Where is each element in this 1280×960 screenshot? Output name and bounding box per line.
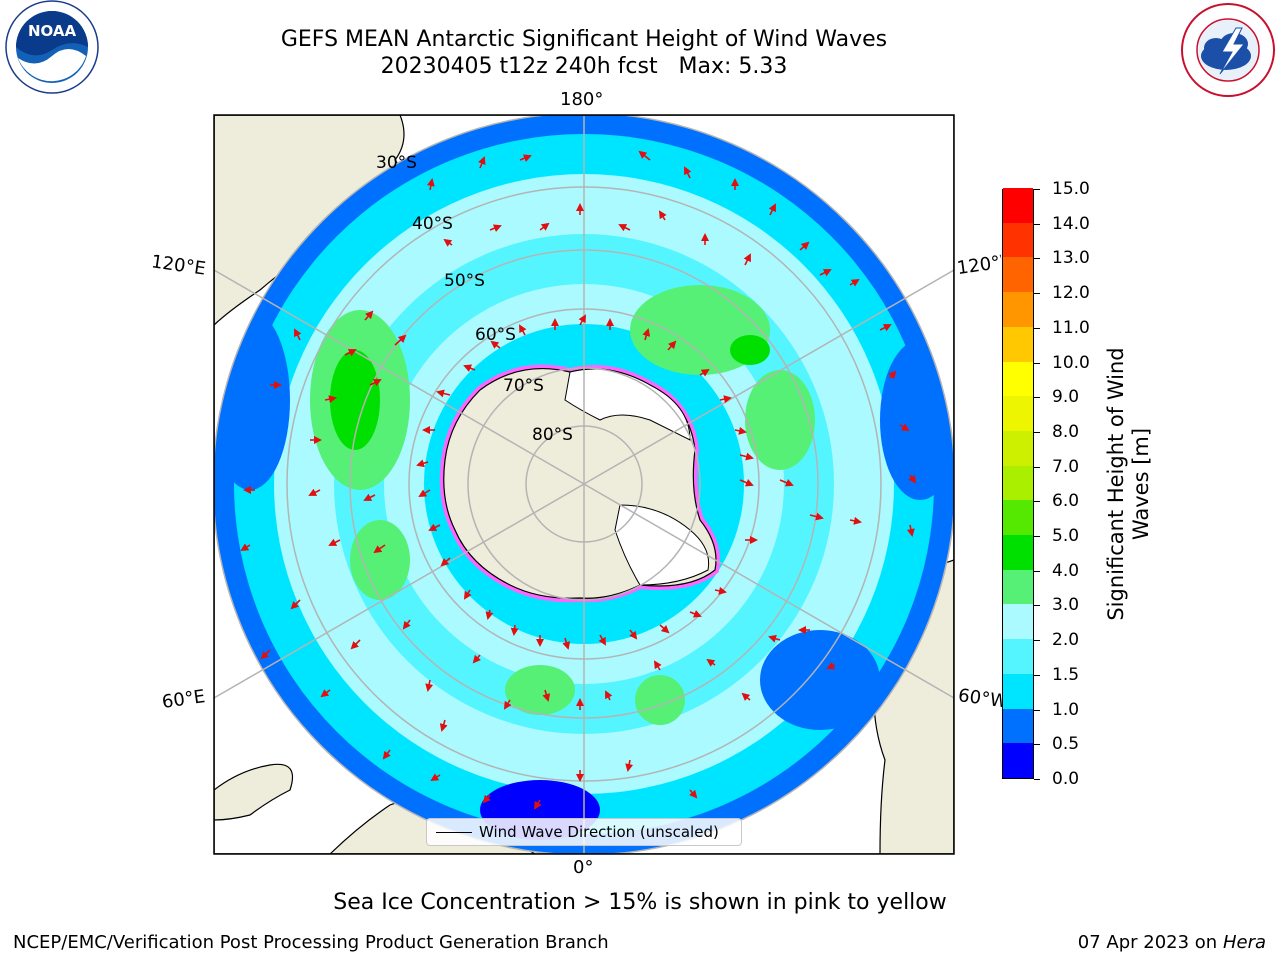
lat-label-70s: 70°S bbox=[503, 376, 544, 396]
noaa-logo: NOAA bbox=[5, 0, 99, 94]
longitude-grid bbox=[214, 115, 954, 854]
colorbar-segment bbox=[1003, 430, 1033, 466]
colorbar-tick-label: 6.0 bbox=[1052, 491, 1080, 512]
colorbar-tick bbox=[1034, 466, 1040, 468]
credit-date: 07 Apr 2023 on Hera bbox=[1078, 932, 1266, 954]
antarctica bbox=[439, 364, 720, 603]
credit-host: Hera bbox=[1222, 932, 1266, 953]
colorbar-tick-label: 13.0 bbox=[1052, 248, 1090, 269]
lat-label-40s: 40°S bbox=[412, 214, 453, 234]
colorbar-tick-label: 8.0 bbox=[1052, 421, 1080, 442]
colorbar-segment bbox=[1003, 361, 1033, 397]
colorbar-tick bbox=[1034, 258, 1040, 260]
colorbar-tick-label: 14.0 bbox=[1052, 213, 1090, 234]
colorbar-tick bbox=[1034, 709, 1040, 711]
colorbar-segment bbox=[1003, 187, 1033, 223]
lat-label-60s: 60°S bbox=[475, 325, 516, 345]
colorbar bbox=[1002, 187, 1034, 779]
colorbar-segment bbox=[1003, 465, 1033, 501]
legend-label: Wind Wave Direction (unscaled) bbox=[479, 823, 719, 841]
colorbar-tick-label: 7.0 bbox=[1052, 456, 1080, 477]
colorbar-tick-label: 4.0 bbox=[1052, 560, 1080, 581]
colorbar-segment bbox=[1003, 326, 1033, 362]
colorbar-tick-label: 10.0 bbox=[1052, 352, 1090, 373]
wind-wave-arrows bbox=[240, 150, 917, 810]
colorbar-title: Significant Height of Wind Waves [m] bbox=[1104, 304, 1154, 664]
map-subtitle: 20230405 t12z 240h fcst Max: 5.33 bbox=[380, 54, 788, 79]
colorbar-tick bbox=[1034, 674, 1040, 676]
colorbar-segment bbox=[1003, 256, 1033, 293]
colorbar-tick bbox=[1034, 779, 1040, 780]
colorbar-tick-label: 15.0 bbox=[1052, 179, 1090, 199]
colorbar-tick-label: 12.0 bbox=[1052, 283, 1090, 304]
sea-ice-note: Sea Ice Concentration > 15% is shown in … bbox=[333, 890, 947, 915]
lon-label-180: 180° bbox=[560, 89, 604, 110]
colorbar-tick bbox=[1034, 223, 1040, 225]
map-legend: Wind Wave Direction (unscaled) bbox=[426, 818, 742, 846]
colorbar-segment bbox=[1003, 569, 1033, 605]
colorbar-segment bbox=[1003, 673, 1033, 709]
nws-logo bbox=[1181, 3, 1275, 97]
colorbar-tick bbox=[1034, 536, 1040, 538]
colorbar-segment bbox=[1003, 291, 1033, 327]
colorbar-segment bbox=[1003, 395, 1033, 431]
colorbar-tick-label: 9.0 bbox=[1052, 387, 1080, 408]
colorbar-segment bbox=[1003, 499, 1033, 536]
colorbar-tick bbox=[1034, 293, 1040, 295]
colorbar-segment bbox=[1003, 222, 1033, 258]
colorbar-tick-label: 0.5 bbox=[1052, 734, 1080, 755]
colorbar-tick bbox=[1034, 501, 1040, 503]
noaa-logo-text: NOAA bbox=[28, 22, 77, 40]
lat-label-80s: 80°S bbox=[532, 425, 573, 445]
colorbar-tick bbox=[1034, 640, 1040, 642]
colorbar-segment bbox=[1003, 603, 1033, 640]
colorbar-tick bbox=[1034, 362, 1040, 364]
colorbar-tick bbox=[1034, 189, 1040, 190]
colorbar-segment bbox=[1003, 742, 1033, 778]
colorbar-tick-label: 3.0 bbox=[1052, 595, 1080, 616]
legend-line-sample bbox=[436, 832, 472, 833]
colorbar-title-line2: Waves [m] bbox=[1129, 427, 1153, 541]
lat-label-50s: 50°S bbox=[444, 271, 485, 291]
colorbar-tick bbox=[1034, 397, 1040, 399]
lat-label-30s: 30°S bbox=[376, 153, 417, 173]
credit-date-text: 07 Apr 2023 on bbox=[1077, 932, 1223, 953]
colorbar-segment bbox=[1003, 534, 1033, 570]
colorbar-tick-label: 0.0 bbox=[1052, 769, 1080, 789]
colorbar-tick-label: 2.0 bbox=[1052, 630, 1080, 651]
colorbar-title-line1: Significant Height of Wind bbox=[1104, 347, 1128, 621]
colorbar-tick bbox=[1034, 605, 1040, 607]
colorbar-tick-label: 1.5 bbox=[1052, 664, 1080, 685]
colorbar-tick bbox=[1034, 431, 1040, 433]
colorbar-segment bbox=[1003, 638, 1033, 674]
colorbar-segment bbox=[1003, 708, 1033, 744]
map-title: GEFS MEAN Antarctic Significant Height o… bbox=[280, 27, 888, 52]
colorbar-tick bbox=[1034, 327, 1040, 329]
colorbar-tick-label: 11.0 bbox=[1052, 317, 1090, 338]
credit-branch: NCEP/EMC/Verification Post Processing Pr… bbox=[13, 932, 609, 953]
lon-label-0: 0° bbox=[573, 857, 594, 878]
colorbar-tick-label: 5.0 bbox=[1052, 526, 1080, 547]
colorbar-tick bbox=[1034, 570, 1040, 572]
colorbar-tick bbox=[1034, 744, 1040, 746]
colorbar-tick-label: 1.0 bbox=[1052, 699, 1080, 720]
